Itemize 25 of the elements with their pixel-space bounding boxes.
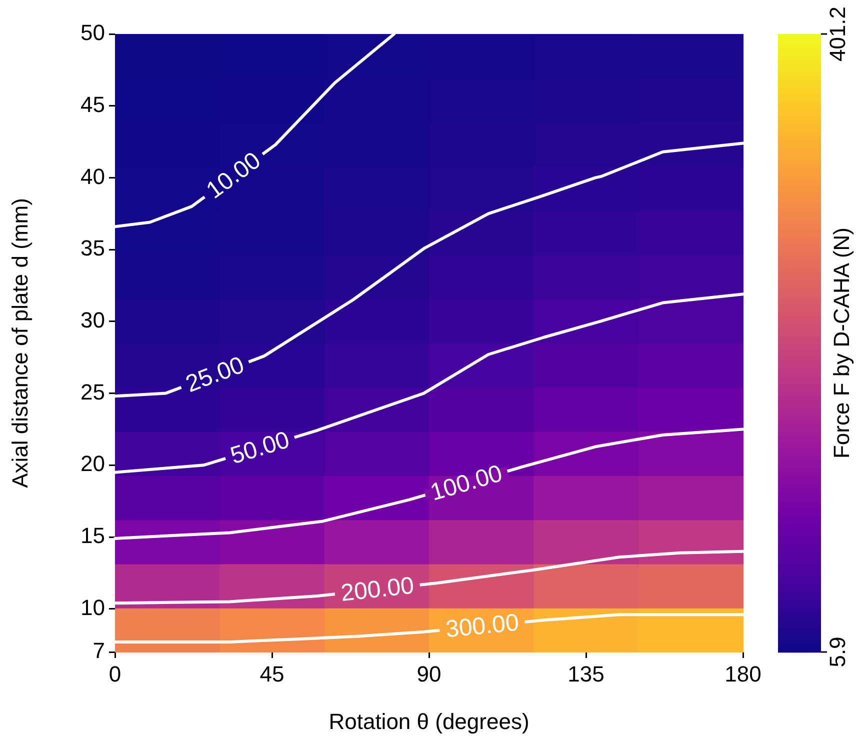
- x-tick-label: 180: [724, 661, 762, 686]
- y-tick-label: 50: [80, 20, 105, 46]
- y-axis-title: Axial distance of plate d (mm): [7, 198, 32, 488]
- color-bar-title: Force F by D-CAHA (N): [829, 227, 854, 459]
- text: 300.00: [444, 609, 520, 644]
- y-tick-label: 30: [80, 308, 105, 333]
- y-tick-label: 40: [80, 164, 105, 189]
- y-tick-label: 45: [80, 92, 105, 117]
- text: 50.00: [227, 426, 293, 470]
- text: 25.00: [182, 351, 248, 398]
- x-tick-label: 135: [568, 661, 604, 686]
- y-tick-label: 10: [80, 594, 105, 620]
- x-tick-label: 45: [260, 661, 284, 686]
- y-tick-label: 35: [80, 236, 105, 261]
- y-tick-label: 7: [92, 638, 105, 664]
- y-tick-label: 25: [80, 379, 105, 404]
- x-axis-title: Rotation θ (degrees): [328, 708, 530, 734]
- x-tick-label: 90: [416, 661, 442, 686]
- y-tick-label: 20: [80, 451, 105, 476]
- text: 100.00: [427, 460, 506, 506]
- x-tick-label: 0: [108, 661, 122, 686]
- color-bar-label: 401.2: [825, 6, 850, 62]
- y-tick-label: 15: [80, 523, 105, 548]
- text: 200.00: [339, 572, 416, 607]
- color-bar-label: 5.9: [825, 636, 850, 668]
